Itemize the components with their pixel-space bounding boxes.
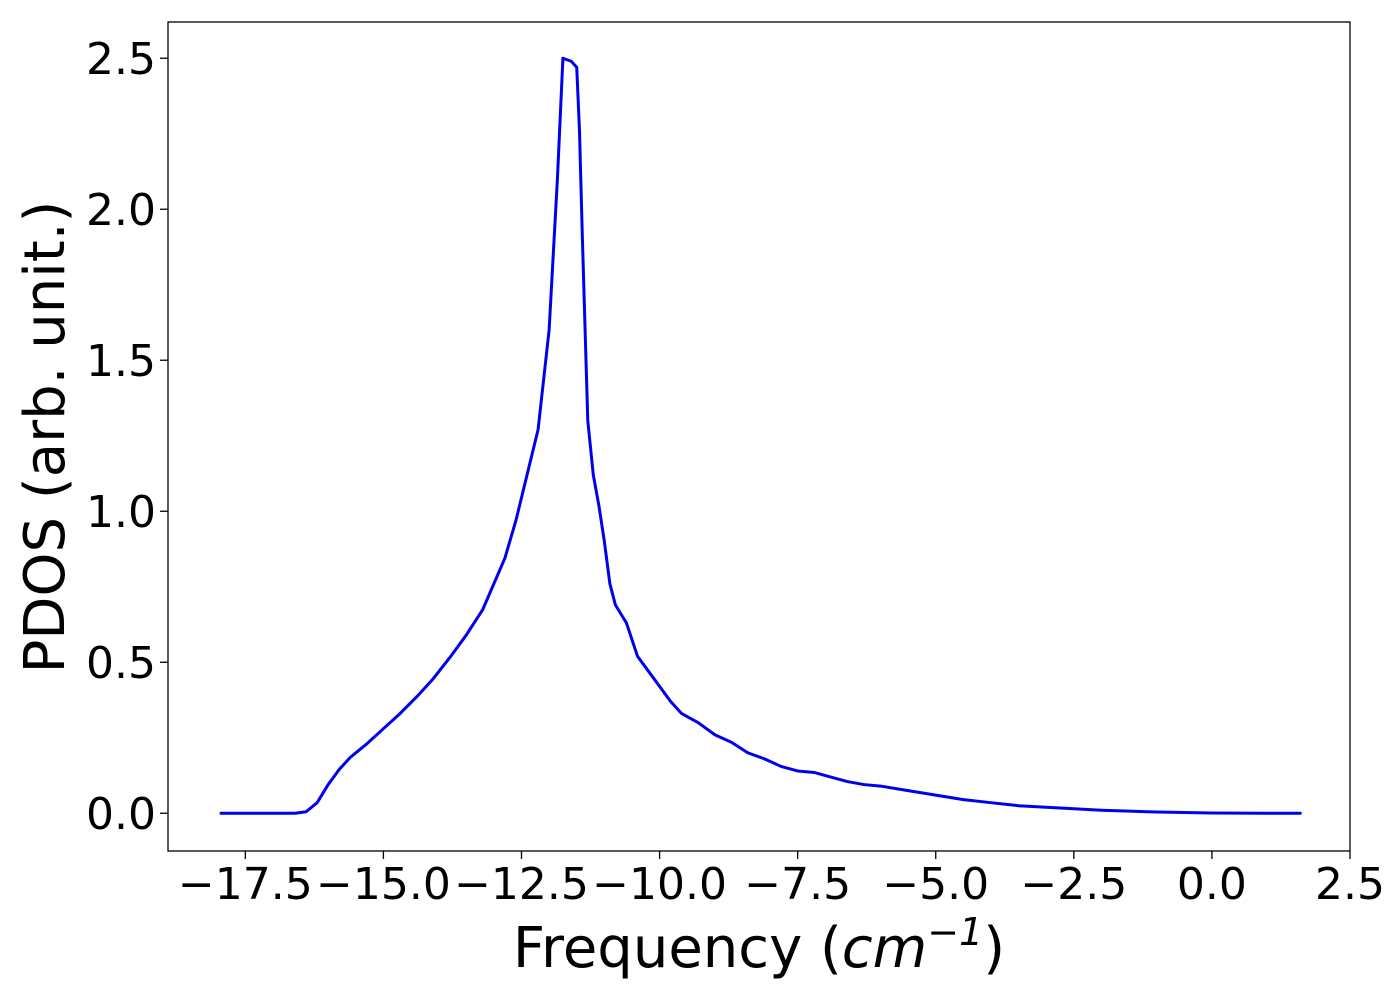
x-axis-label-suffix: ) <box>983 916 1005 981</box>
x-tick-label: 2.5 <box>1315 859 1385 910</box>
x-tick-label: −7.5 <box>744 859 851 910</box>
y-tick-label: 2.5 <box>86 34 156 85</box>
x-axis-label-exponent: −1 <box>927 910 983 954</box>
series-line-0 <box>219 56 1302 815</box>
y-tick-label: 1.5 <box>86 336 156 387</box>
x-tick-label: −15.0 <box>316 859 451 910</box>
x-tick-label: −5.0 <box>882 859 989 910</box>
x-tick-label: −2.5 <box>1020 859 1127 910</box>
x-axis-label-prefix: Frequency ( <box>513 916 842 981</box>
y-tick-label: 0.0 <box>86 789 156 840</box>
x-tick-label: 0.0 <box>1177 859 1247 910</box>
x-axis-label: Frequency (cm−1) <box>513 910 1005 981</box>
y-axis-label: PDOS (arb. unit.) <box>13 201 78 674</box>
x-axis-ticks: −17.5 −15.0 −12.5 −10.0 −7.5 −5.0 −2.5 0.0 2.5 <box>178 851 1385 910</box>
y-tick-label: 2.0 <box>86 185 156 236</box>
plot-area <box>167 21 1351 852</box>
y-axis-ticks: 0.0 0.5 1.0 1.5 2.0 2.5 <box>86 34 168 840</box>
x-tick-label: −12.5 <box>454 859 589 910</box>
x-axis-label-unit: cm <box>842 916 927 981</box>
x-tick-label: −10.0 <box>592 859 727 910</box>
x-tick-label: −17.5 <box>178 859 313 910</box>
y-tick-label: 0.5 <box>86 638 156 689</box>
plot-frame <box>167 21 1351 852</box>
y-tick-label: 1.0 <box>86 487 156 538</box>
